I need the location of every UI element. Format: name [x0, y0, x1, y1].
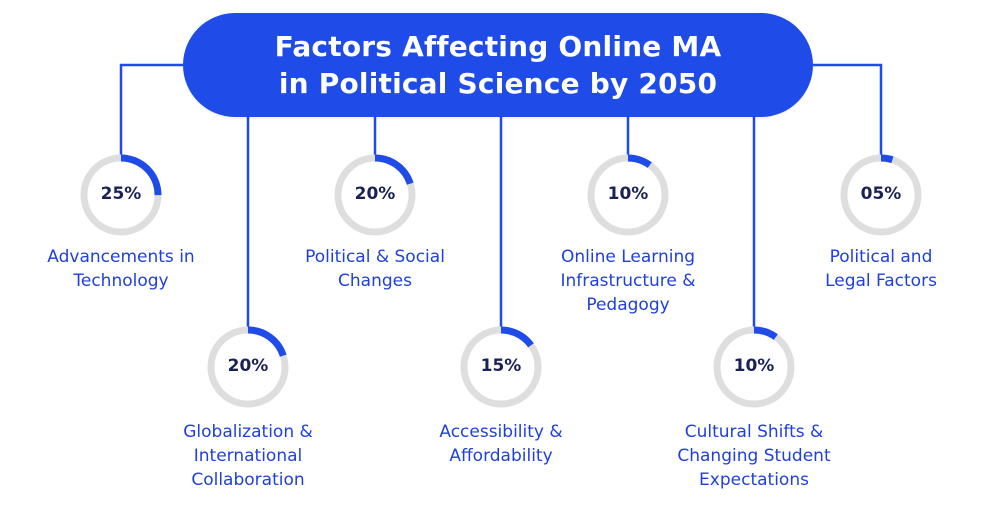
progress-ring [587, 154, 669, 236]
factor-label-line: Advancements in [47, 247, 195, 267]
factor-label-line: Expectations [699, 470, 809, 490]
connector-line [119, 63, 183, 158]
factor-percent: 10% [733, 356, 775, 376]
factor-label-line: Legal Factors [825, 271, 937, 291]
ring-progress-arc [80, 154, 162, 236]
progress-ring [207, 326, 289, 408]
factor-label-line: Pedagogy [586, 295, 670, 315]
ring-progress-arc [840, 154, 922, 236]
factor-label: Online Learning Infrastructure & Pedagogy [513, 245, 743, 317]
ring-progress-arc [207, 326, 289, 408]
factor-label-line: Infrastructure & [560, 271, 696, 291]
factor-percent: 20% [227, 356, 269, 376]
factor-label-line: Changing Student [677, 446, 831, 466]
ring-progress-arc [460, 326, 542, 408]
progress-ring [334, 154, 416, 236]
ring-progress-arc [713, 326, 795, 408]
factor-percent: 25% [100, 184, 142, 204]
factor-percent: 15% [480, 356, 522, 376]
factor-label-line: Changes [338, 271, 412, 291]
ring-progress-arc [587, 154, 669, 236]
factor-label: Globalization & International Collaboratio… [133, 420, 363, 492]
factor-label: Cultural Shifts & Changing Student Expecta… [639, 420, 869, 492]
factor-label-line: Globalization & [183, 422, 313, 442]
factor-label: Political & Social Changes [260, 245, 490, 293]
factor-label-line: International [193, 446, 303, 466]
factor-percent: 05% [860, 184, 902, 204]
factor-percent: 20% [354, 184, 396, 204]
title-line-2: in Political Science by 2050 [278, 67, 718, 100]
factor-label: Accessibility & Affordability [386, 420, 616, 468]
progress-ring [840, 154, 922, 236]
factor-label-line: Affordability [449, 446, 553, 466]
progress-ring [460, 326, 542, 408]
factor-label-line: Technology [73, 271, 169, 291]
factor-label-line: Political and [829, 247, 933, 267]
factor-label: Political and Legal Factors [766, 245, 996, 293]
factor-label-line: Cultural Shifts & [684, 422, 824, 442]
title-line-1: Factors Affecting Online MA [274, 30, 722, 63]
factor-label-line: Political & Social [305, 247, 445, 267]
factor-label: Advancements in Technology [6, 245, 236, 293]
factor-label-line: Online Learning [560, 247, 696, 267]
factor-percent: 10% [607, 184, 649, 204]
progress-ring [80, 154, 162, 236]
progress-ring [713, 326, 795, 408]
ring-progress-arc [334, 154, 416, 236]
title-banner: Factors Affecting Online MA in Political… [183, 13, 813, 117]
factor-label-line: Collaboration [191, 470, 305, 490]
factor-label-line: Accessibility & [439, 422, 563, 442]
connector-line [813, 63, 883, 158]
